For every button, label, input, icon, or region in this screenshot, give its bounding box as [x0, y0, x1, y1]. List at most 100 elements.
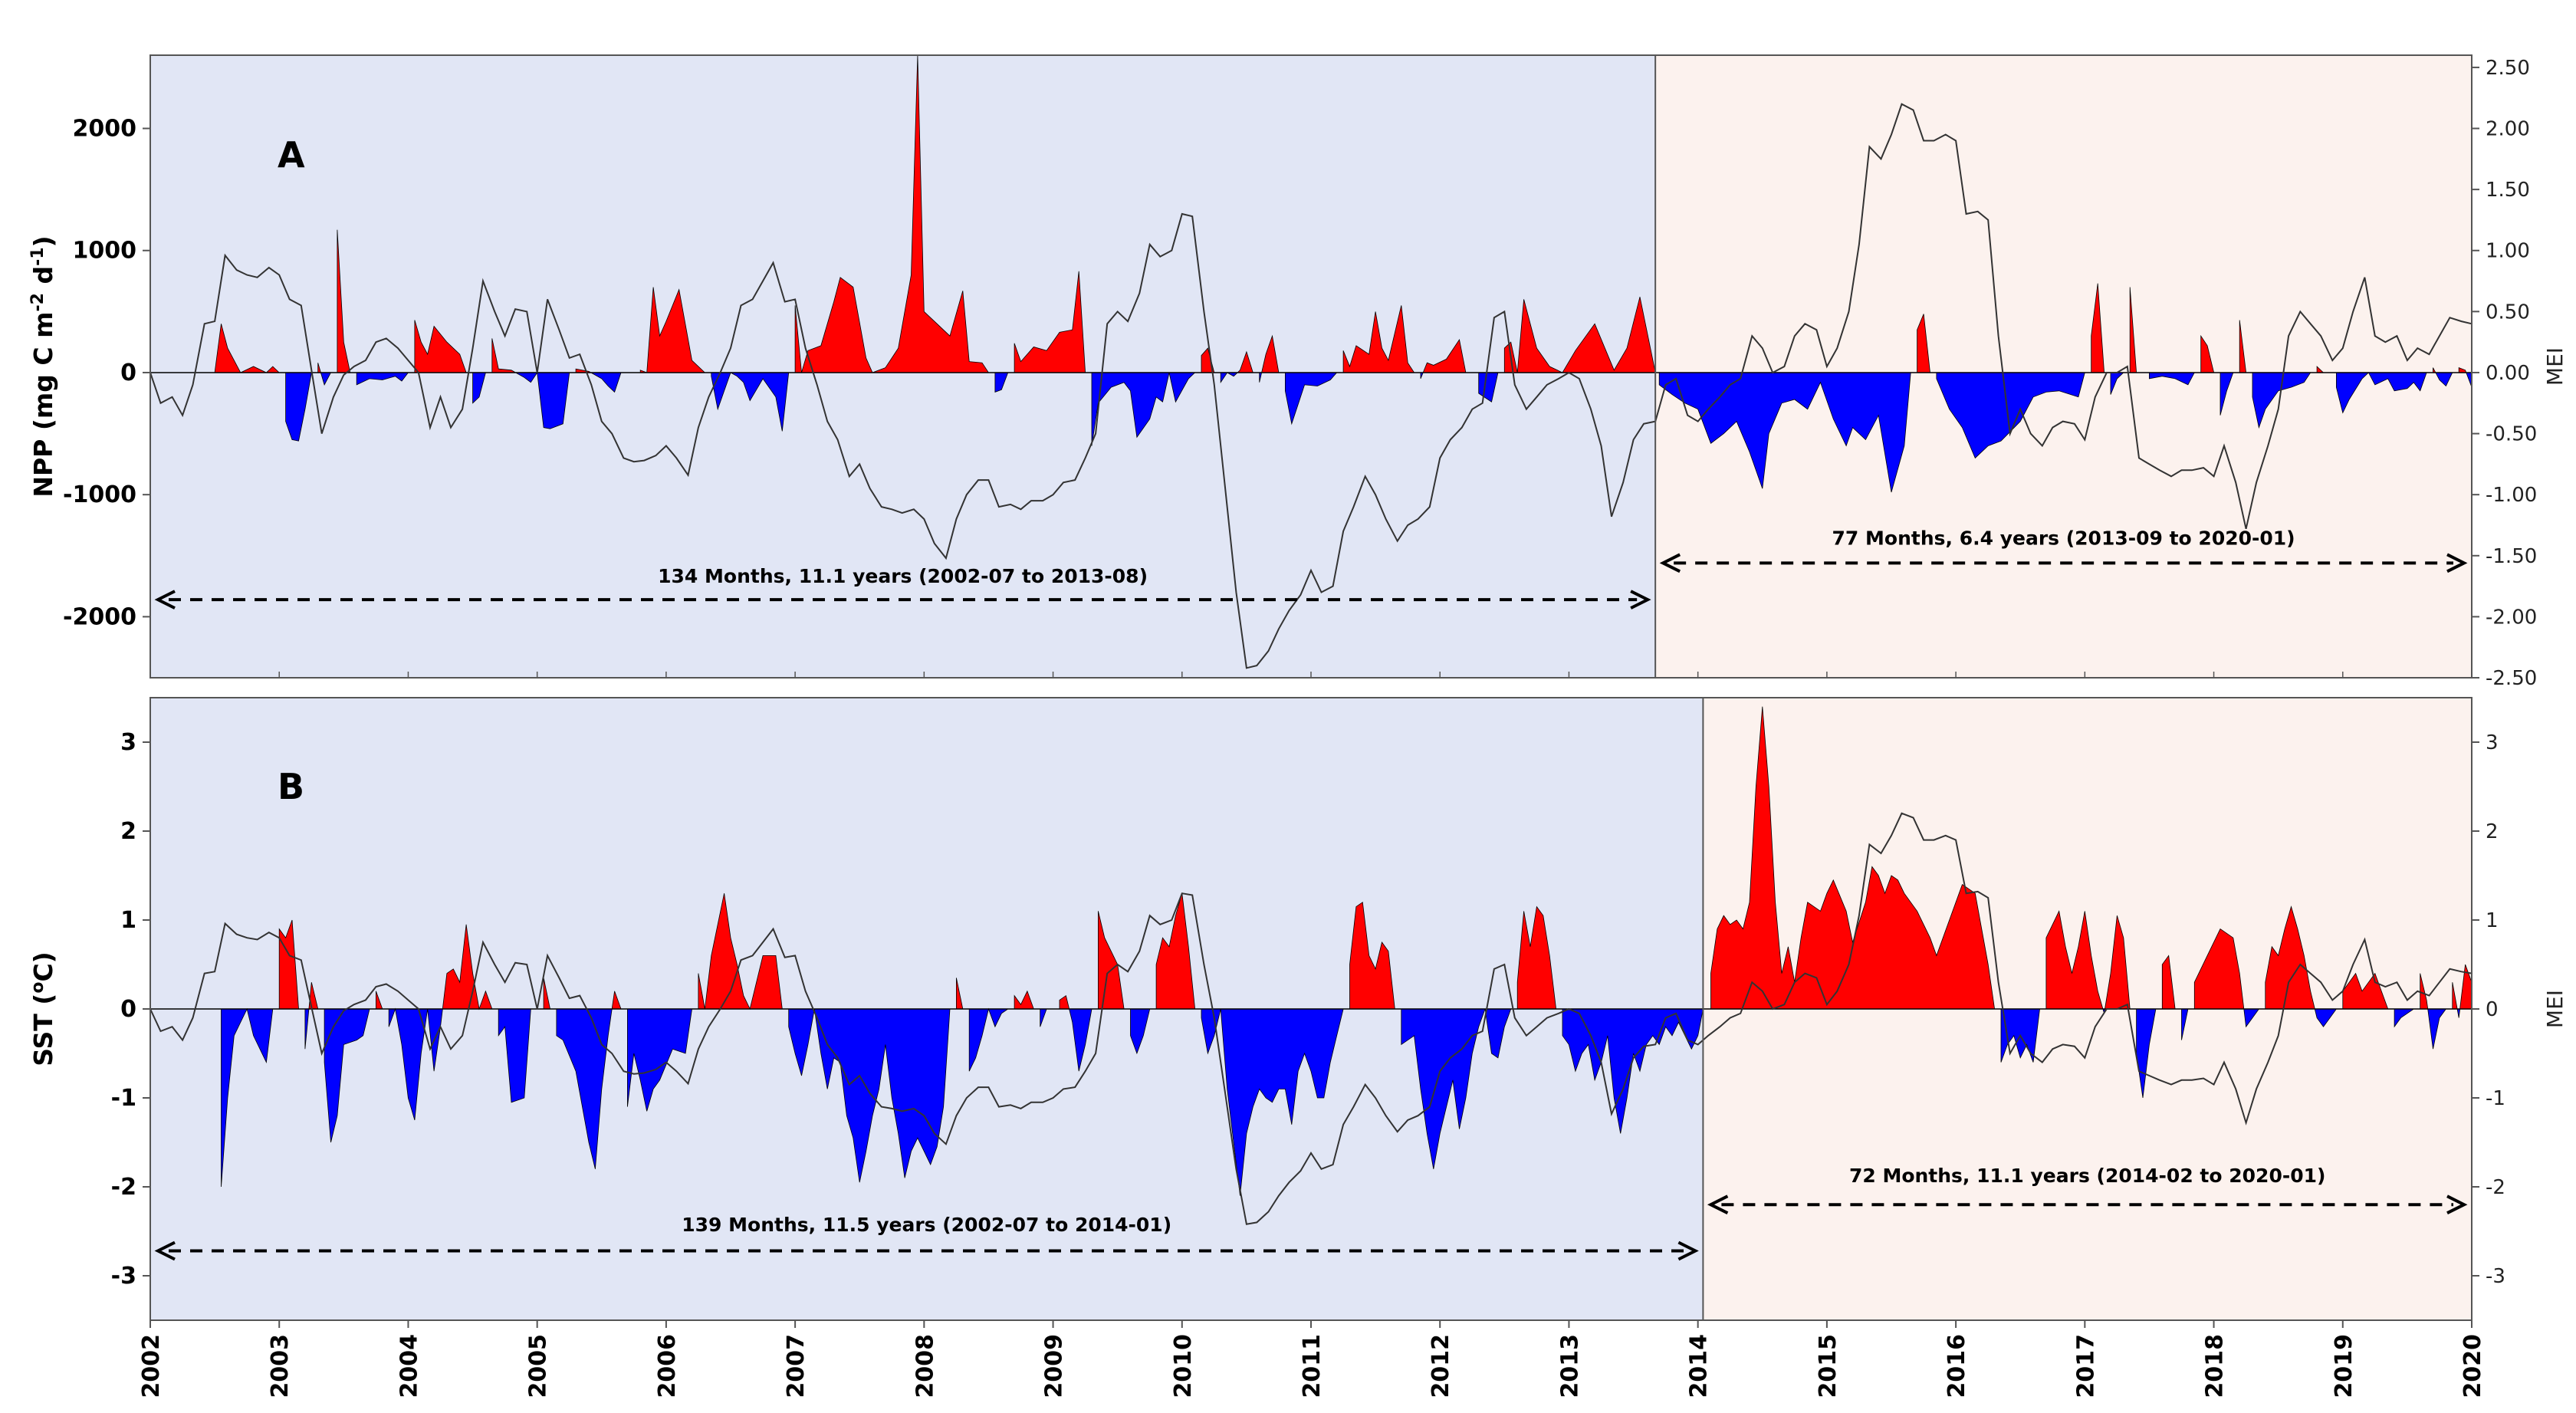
negative-anomaly-area: [1069, 1008, 1099, 1072]
positive-anomaly-area: [1503, 297, 1660, 373]
negative-anomaly-area: [1091, 372, 1201, 446]
period-arrow-right-head: [1677, 1240, 1699, 1261]
right-y-tick-label: -3: [2486, 1265, 2505, 1288]
y-axis-label-part: d: [28, 266, 58, 293]
x-tick-label: 2006: [654, 1334, 681, 1398]
y-axis-label-part: -1: [28, 247, 48, 265]
negative-anomaly-area: [556, 1008, 613, 1169]
right-y-tick-label: 0.00: [2486, 362, 2530, 385]
y-tick-label: 2000: [73, 116, 137, 143]
period-annotation: 134 Months, 11.1 years (2002-07 to 2013-…: [658, 565, 1148, 587]
period-annotation: 77 Months, 6.4 years (2013-09 to 2020-01…: [1832, 527, 2295, 549]
period-arrow-right-head: [2446, 553, 2468, 573]
right-y-axis-label: MEI: [2542, 990, 2568, 1028]
y-tick-label: 0: [120, 360, 136, 386]
right-y-tick-label: 0.50: [2486, 301, 2530, 324]
y-tick-label: -2: [111, 1174, 136, 1201]
y-axis-label-part: SST (: [28, 994, 58, 1066]
negative-anomaly-area: [2314, 1008, 2343, 1027]
period-arrow-right-head: [2446, 1194, 2468, 1214]
x-tick-label: 2017: [2072, 1334, 2099, 1398]
right-y-tick-label: 2.50: [2486, 57, 2530, 80]
x-tick-label: 2008: [912, 1334, 938, 1398]
positive-anomaly-area: [698, 893, 789, 1010]
right-y-tick-label: 2: [2486, 820, 2499, 843]
period-arrow-right-head: [1630, 590, 1651, 610]
y-tick-label: 3: [120, 729, 136, 756]
period-arrow-left-head: [154, 590, 176, 610]
positive-anomaly-area: [278, 919, 305, 1010]
x-tick-label: 2019: [2331, 1334, 2358, 1398]
period-2-background: [1655, 55, 2472, 678]
y-axis-label-part: C): [28, 951, 58, 981]
right-y-tick-label: -1.50: [2486, 545, 2537, 568]
x-tick-label: 2016: [1944, 1334, 1970, 1398]
y-tick-label: 0: [120, 996, 136, 1023]
right-y-tick-label: 2.00: [2486, 118, 2530, 141]
period-arrow-left-head: [1659, 553, 1681, 573]
negative-anomaly-area: [388, 1007, 443, 1121]
shared-x-axis: 2002 2003 2004 2005 2006 2007 2008 2009 2010 2011…: [138, 672, 2486, 1398]
panel-b: -3 -2 -1 0 1 2 3 -3 -2 -1 0 1 2 3 SST (oC) MEI B 139 Mont…: [28, 697, 2568, 1321]
x-tick-label: 2013: [1556, 1334, 1583, 1398]
y-axis-label-part: NPP (mg C m: [28, 311, 58, 497]
y-tick-label: 2: [120, 818, 136, 845]
right-y-tick-label: 0: [2486, 998, 2499, 1021]
period-annotation: 139 Months, 11.5 years (2002-07 to 2014-…: [682, 1214, 1171, 1236]
x-tick-label: 2005: [525, 1334, 552, 1398]
panel-a: -2000 -1000 0 1000 2000 -2.50 -2.00 -1.50 -1.00 -…: [28, 54, 2568, 690]
negative-anomaly-area: [1130, 1008, 1157, 1055]
period-arrow-left-head: [1707, 1194, 1729, 1214]
mei-line: [150, 812, 2472, 1225]
mei-line: [150, 103, 2472, 669]
panel-letter: B: [278, 766, 304, 807]
negative-anomaly-area: [2335, 372, 2433, 414]
positive-anomaly-area: [2104, 915, 2137, 1010]
x-tick-label: 2009: [1041, 1334, 1068, 1398]
y-tick-label: -1: [111, 1085, 136, 1112]
right-y-tick-label: -0.50: [2486, 423, 2537, 446]
y-tick-label: -3: [111, 1263, 136, 1290]
x-tick-label: 2002: [138, 1334, 165, 1398]
right-y-axis-label: MEI: [2542, 347, 2568, 386]
right-y-tick-label: 1: [2486, 909, 2499, 932]
y-tick-label: -2000: [63, 603, 136, 630]
x-tick-label: 2015: [1815, 1334, 1842, 1398]
x-tick-label: 2010: [1170, 1334, 1197, 1398]
right-y-tick-label: 1.50: [2486, 179, 2530, 202]
positive-anomaly-area: [2045, 910, 2104, 1010]
y-axis-label-part: -2: [28, 293, 48, 311]
negative-anomaly-area: [2394, 1008, 2420, 1028]
x-tick-label: 2014: [1686, 1334, 1713, 1398]
positive-anomaly-area: [794, 54, 995, 373]
y-axis-label-part: ): [28, 235, 58, 247]
x-tick-label: 2011: [1299, 1334, 1326, 1398]
negative-anomaly-area: [1936, 372, 2091, 459]
x-tick-label: 2020: [2459, 1334, 2486, 1398]
y-axis-label: NPP (mg C m-2 d-1): [28, 235, 59, 497]
panel-letter: A: [278, 134, 305, 176]
positive-anomaly-area: [1710, 706, 2001, 1010]
y-axis-label-part: o: [28, 982, 48, 994]
x-tick-label: 2004: [396, 1334, 422, 1398]
period-arrow-left-head: [154, 1240, 176, 1261]
right-y-tick-label: 3: [2486, 731, 2499, 754]
period-annotation: 72 Months, 11.1 years (2014-02 to 2020-0…: [1849, 1165, 2325, 1187]
x-tick-label: 2018: [2202, 1334, 2229, 1398]
y-tick-label: -1000: [63, 481, 136, 508]
x-tick-label: 2012: [1428, 1334, 1454, 1398]
right-y-tick-label: -1: [2486, 1087, 2505, 1110]
positive-anomaly-area: [1014, 990, 1040, 1010]
y-tick-label: 1: [120, 907, 136, 934]
negative-anomaly-area: [711, 372, 796, 432]
negative-anomaly-area: [1562, 1008, 1711, 1134]
x-tick-label: 2007: [783, 1334, 810, 1398]
right-y-tick-label: -2: [2486, 1176, 2505, 1199]
right-y-tick-label: 1.00: [2486, 240, 2530, 263]
positive-anomaly-area: [2193, 928, 2245, 1010]
y-axis-label: SST (oC): [28, 951, 59, 1066]
x-tick-label: 2003: [267, 1334, 294, 1398]
negative-anomaly-area: [1658, 372, 1917, 493]
